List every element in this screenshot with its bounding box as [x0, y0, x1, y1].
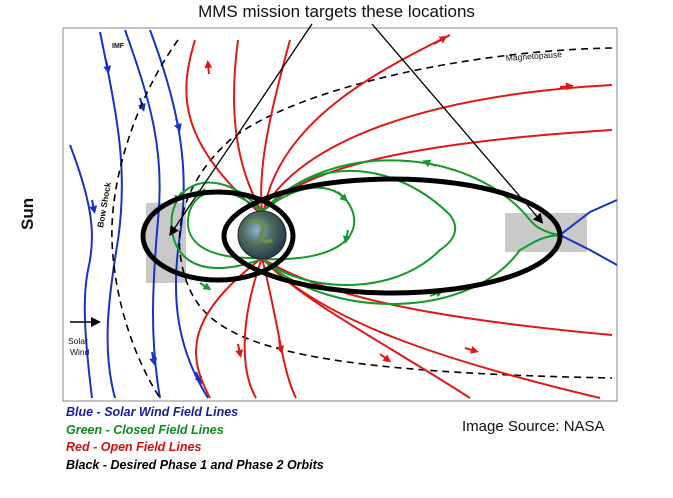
- open-field-line: [243, 257, 263, 399]
- arrow: [559, 82, 574, 91]
- pointer-dayside: [169, 23, 313, 237]
- imf-label: IMF: [112, 43, 125, 50]
- arrow: [422, 159, 437, 168]
- legend-item-solar-wind: Blue - Solar Wind Field Lines: [66, 405, 239, 419]
- arrow: [337, 191, 348, 202]
- solar-wind-line: [99, 31, 123, 399]
- arrow: [204, 60, 213, 75]
- orbits: [140, 176, 563, 296]
- open-field-line: [263, 34, 451, 211]
- arrow: [342, 229, 351, 244]
- sun-label: Sun: [18, 197, 37, 230]
- earth-landmass: [249, 218, 274, 244]
- magnetotail-target-region: [505, 213, 587, 252]
- arrow: [103, 59, 112, 74]
- solar-wind-label-line2: Wind: [70, 347, 90, 357]
- arrow: [276, 339, 285, 354]
- open-field-line: [262, 129, 613, 212]
- arrow: [194, 371, 203, 385]
- legend-item-orbits: Black - Desired Phase 1 and Phase 2 Orbi…: [66, 457, 324, 472]
- open-field-line: [262, 258, 613, 336]
- diagram-frame: [62, 27, 618, 402]
- open-field-line: [261, 84, 613, 213]
- open-field-line: [233, 39, 263, 213]
- solar-wind-line: [559, 234, 618, 266]
- target-pointers: [169, 23, 544, 237]
- phase-1-orbit: [140, 189, 296, 283]
- image-source-credit: Image Source: NASA: [462, 418, 605, 435]
- bow-shock-label: Bow Shock: [95, 181, 113, 228]
- diagram-title: MMS mission targets these locations: [198, 2, 475, 21]
- legend-item-open: Red - Open Field Lines: [66, 440, 202, 454]
- arrow: [149, 351, 158, 366]
- solar-wind-line: [559, 199, 618, 236]
- open-field-line: [260, 39, 291, 213]
- boundaries: [111, 39, 613, 399]
- magnetopause-label: Magnetopause: [505, 49, 562, 63]
- open-field-line: [261, 257, 471, 399]
- closed-field-line: [170, 181, 263, 270]
- arrow: [379, 353, 392, 363]
- solar-wind-label-line1: Solar: [68, 336, 88, 346]
- legend: Blue - Solar Wind Field Lines Green - Cl…: [66, 404, 324, 474]
- magnetopause-curve: [178, 47, 613, 379]
- arrow: [464, 346, 479, 354]
- arrow: [89, 199, 98, 214]
- arrow: [199, 282, 212, 291]
- arrow: [433, 35, 448, 45]
- legend-item-closed: Green - Closed Field Lines: [66, 422, 224, 437]
- pointer-magnetotail: [371, 23, 544, 224]
- solar-wind-line: [124, 29, 161, 399]
- arrow: [174, 117, 182, 132]
- arrow: [235, 343, 244, 358]
- solar-wind-line: [69, 144, 93, 399]
- phase-2-orbit: [221, 176, 563, 296]
- closed-field-line: [263, 169, 457, 286]
